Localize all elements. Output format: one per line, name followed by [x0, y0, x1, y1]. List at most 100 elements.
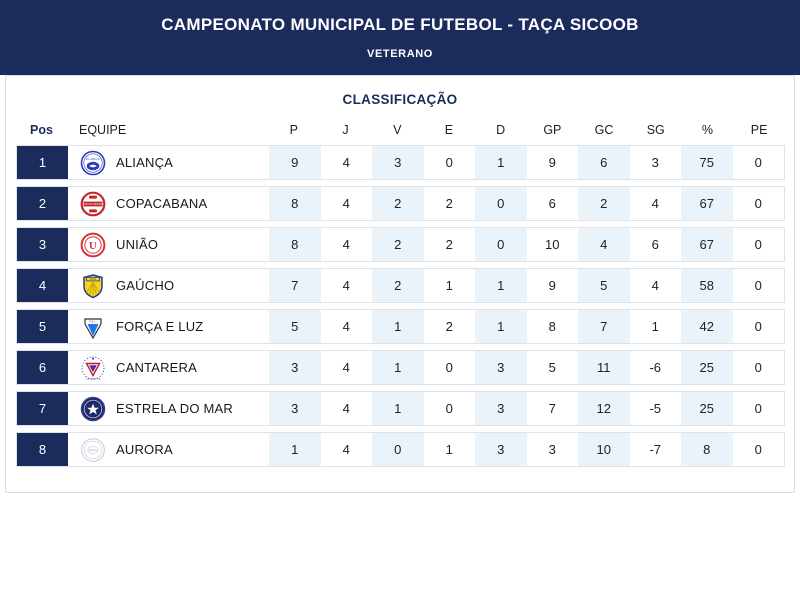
stat-cell-j: 4 [342, 360, 350, 375]
stat-cell--: 25 [681, 392, 733, 425]
table-row: 7 ESTRELA DO MAR 3 4 1 0 3 7 12 -5 25 0 [16, 391, 785, 426]
stat-cell-pe: 0 [754, 401, 762, 416]
svg-text:ALIANÇA: ALIANÇA [86, 156, 100, 160]
team-cell: U UNIÃO [68, 228, 269, 261]
table-row: 8 SECA AURORA 1 4 0 1 3 3 10 -7 8 0 [16, 432, 785, 467]
column-header-gp: GP [543, 123, 562, 137]
position-cell: 1 [17, 146, 68, 179]
team-cell: CANTARERA CANTARERA [68, 351, 269, 384]
stat-cell-d: 3 [475, 392, 527, 425]
stat-cell-e: 1 [445, 278, 453, 293]
stat-cell-gp: 10 [545, 237, 560, 252]
stat-cell-e: 0 [445, 401, 453, 416]
team-name: COPACABANA [116, 196, 208, 211]
cantarera-badge: CANTARERA [80, 355, 106, 381]
svg-text:COPACABANA: COPACABANA [83, 202, 103, 206]
stat-cell-p: 1 [269, 433, 321, 466]
stat-cell-gc: 4 [578, 228, 630, 261]
alianca-badge: ALIANÇA [80, 150, 106, 176]
column-header-d: D [496, 123, 506, 137]
position-cell: 5 [17, 310, 68, 343]
stat-cell-v: 1 [372, 351, 424, 384]
stat-cell-d: 0 [475, 228, 527, 261]
stat-cell--: 8 [681, 433, 733, 466]
column-header-v: V [393, 123, 402, 137]
stat-cell-gc: 12 [578, 392, 630, 425]
team-name: UNIÃO [116, 237, 159, 252]
stat-cell-pe: 0 [754, 360, 762, 375]
stat-cell-v: 0 [372, 433, 424, 466]
stat-cell-sg: -7 [649, 442, 662, 457]
table-row: 5 F.E.L. FORÇA E LUZ 5 4 1 2 1 8 7 1 42 0 [16, 309, 785, 344]
column-header-sg: SG [646, 123, 665, 137]
team-name: ESTRELA DO MAR [116, 401, 233, 416]
stat-cell--: 42 [681, 310, 733, 343]
stat-cell-p: 3 [269, 392, 321, 425]
table-row: 6 CANTARERA CANTARERA 3 4 1 0 3 5 11 -6 25 0 [16, 350, 785, 385]
stat-cell-e: 1 [445, 442, 453, 457]
stat-cell-j: 4 [342, 155, 350, 170]
stat-cell-pe: 0 [754, 278, 762, 293]
stat-cell-gc: 5 [578, 269, 630, 302]
stat-cell-e: 0 [445, 360, 453, 375]
svg-text:F.E.L.: F.E.L. [89, 320, 96, 323]
position-cell: 4 [17, 269, 68, 302]
stat-cell-gc: 2 [578, 187, 630, 220]
stat-cell-gc: 11 [578, 351, 630, 384]
stat-cell-j: 4 [342, 278, 350, 293]
stat-cell-sg: -5 [649, 401, 662, 416]
stat-cell-v: 3 [372, 146, 424, 179]
stat-cell--: 58 [681, 269, 733, 302]
stat-cell-p: 7 [269, 269, 321, 302]
position-cell: 3 [17, 228, 68, 261]
team-name: FORÇA E LUZ [116, 319, 204, 334]
position-cell: 6 [17, 351, 68, 384]
column-header-pe: PE [750, 123, 768, 137]
stat-cell-e: 2 [445, 196, 453, 211]
stat-cell-gp: 9 [548, 155, 556, 170]
svg-text:SECA: SECA [89, 448, 97, 452]
column-header-j: J [342, 123, 349, 137]
team-name: ALIANÇA [116, 155, 174, 170]
copacabana-badge: COPACABANA [80, 191, 106, 217]
team-cell: ALIANÇA ALIANÇA [68, 146, 269, 179]
stat-cell-v: 2 [372, 228, 424, 261]
page: CAMPEONATO MUNICIPAL DE FUTEBOL - TAÇA S… [0, 0, 800, 493]
position-cell: 2 [17, 187, 68, 220]
stat-cell-v: 2 [372, 269, 424, 302]
team-name: GAÚCHO [116, 278, 175, 293]
stat-cell-d: 1 [475, 269, 527, 302]
stat-cell-j: 4 [342, 319, 350, 334]
stat-cell--: 67 [681, 187, 733, 220]
stat-cell-e: 2 [445, 237, 453, 252]
stat-cell-e: 2 [445, 319, 453, 334]
stat-cell-pe: 0 [754, 442, 762, 457]
stat-cell-gp: 8 [548, 319, 556, 334]
stat-cell-d: 3 [475, 351, 527, 384]
team-name: CANTARERA [116, 360, 198, 375]
forca-e-luz-badge: F.E.L. [80, 314, 106, 340]
team-name: AURORA [116, 442, 173, 457]
team-cell: SECA AURORA [68, 433, 269, 466]
stat-cell-pe: 0 [754, 237, 762, 252]
stat-cell-e: 0 [445, 155, 453, 170]
stat-cell-p: 8 [269, 187, 321, 220]
stat-cell--: 25 [681, 351, 733, 384]
stat-cell-p: 8 [269, 228, 321, 261]
stat-cell-sg: 4 [651, 196, 659, 211]
table-row: 3 U UNIÃO 8 4 2 2 0 10 4 6 67 0 [16, 227, 785, 262]
stat-cell-p: 5 [269, 310, 321, 343]
stat-cell-gc: 10 [578, 433, 630, 466]
stat-cell-sg: -6 [649, 360, 662, 375]
svg-text:SCG: SCG [90, 277, 96, 281]
stat-cell-gp: 9 [548, 278, 556, 293]
stat-cell-v: 1 [372, 310, 424, 343]
gaucho-badge: SCG [80, 273, 106, 299]
team-cell: SCG GAÚCHO [68, 269, 269, 302]
championship-header: CAMPEONATO MUNICIPAL DE FUTEBOL - TAÇA S… [0, 0, 800, 75]
table-row: 2 COPACABANA COPACABANA 8 4 2 2 0 6 2 4 67 0 [16, 186, 785, 221]
stat-cell-j: 4 [342, 237, 350, 252]
stat-cell-gp: 5 [548, 360, 556, 375]
column-header-equipe: EQUIPE [79, 123, 127, 137]
